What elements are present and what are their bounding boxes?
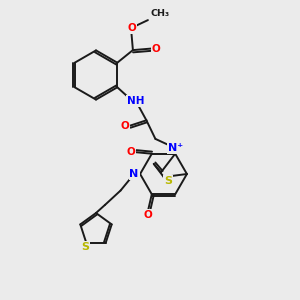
Text: O: O — [152, 44, 161, 54]
Text: O: O — [127, 23, 136, 33]
Text: CH₃: CH₃ — [150, 9, 170, 18]
Text: NH: NH — [127, 96, 145, 106]
Text: O: O — [120, 121, 129, 131]
Text: S: S — [81, 242, 89, 252]
Text: S: S — [164, 176, 172, 186]
Text: O: O — [144, 210, 153, 220]
Text: N: N — [130, 169, 139, 179]
Text: O: O — [126, 147, 135, 157]
Text: N⁺: N⁺ — [168, 143, 183, 153]
